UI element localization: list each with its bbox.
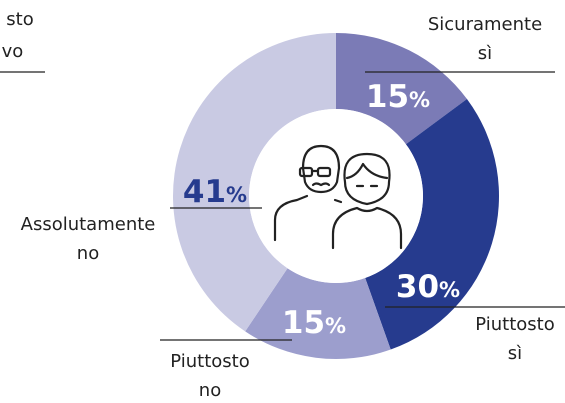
category-label: Piuttosto no [170, 351, 250, 401]
category-label: Piuttosto sì [475, 314, 555, 364]
value-label: 15% [366, 79, 430, 115]
value-unit: % [325, 314, 346, 338]
donut-segment [336, 33, 467, 145]
annotation: vo [1, 41, 24, 62]
donut-segment [245, 268, 391, 359]
category-label: Assolutamente no [20, 214, 156, 264]
category-label: Sicuramente sì [427, 14, 543, 64]
value-unit: % [439, 278, 460, 302]
donut-segment [365, 98, 499, 350]
value-label: 30% [396, 269, 460, 305]
value-label: 41% [183, 174, 247, 210]
segments [173, 33, 499, 359]
value-unit: % [409, 88, 430, 112]
value-unit: % [226, 183, 247, 207]
donut-hole [249, 109, 423, 283]
value-number: 15 [366, 79, 409, 115]
people-icon [273, 144, 403, 250]
donut-segment [173, 33, 336, 332]
value-label: 15% [282, 305, 346, 341]
value-number: 41 [183, 174, 226, 210]
value-number: 15 [282, 305, 325, 341]
annotation: sto [6, 9, 34, 30]
value-number: 30 [396, 269, 439, 305]
